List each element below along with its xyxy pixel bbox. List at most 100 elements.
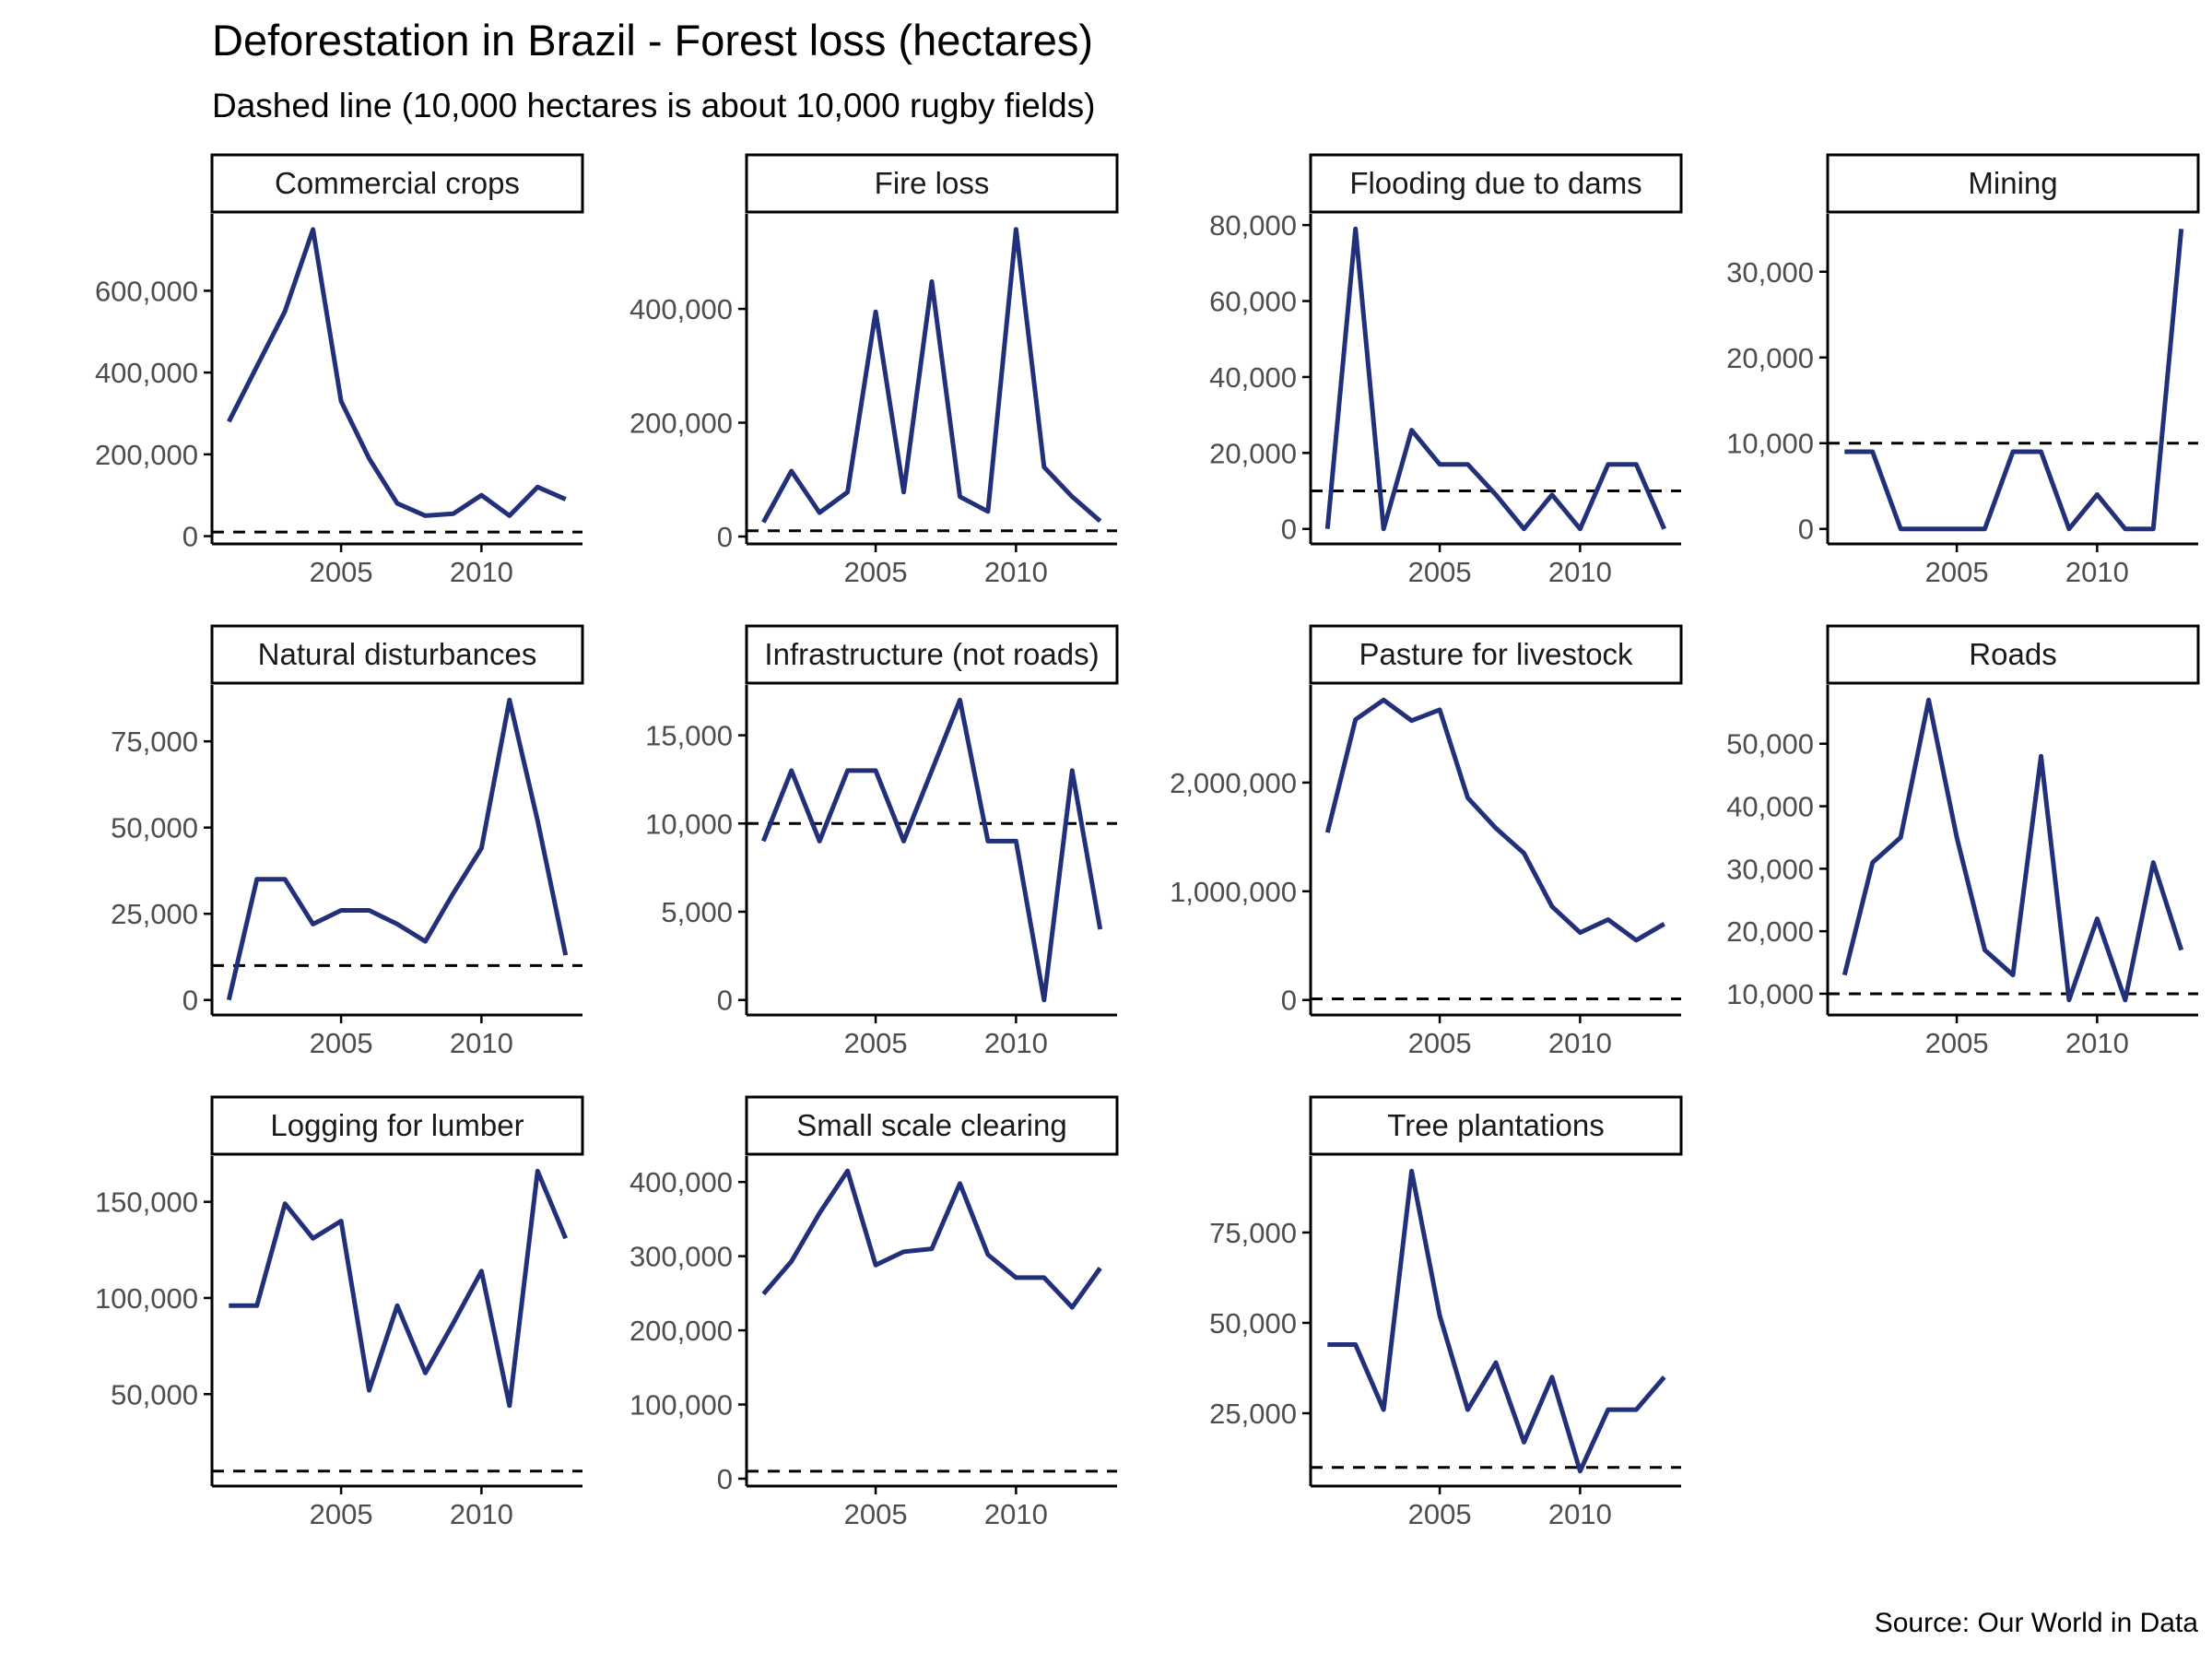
series-line-tree-plantations — [1327, 1168, 1666, 1474]
y-tick-label: 300,000 — [629, 1241, 733, 1273]
x-tick-label: 2005 — [1925, 556, 1989, 588]
data-point — [479, 493, 484, 498]
data-point — [1662, 922, 1666, 926]
data-point — [1070, 494, 1075, 499]
data-point — [1014, 839, 1018, 844]
y-tick-label: 50,000 — [1209, 1307, 1297, 1339]
data-point — [1382, 1408, 1386, 1412]
x-tick-label: 2005 — [844, 556, 908, 588]
data-point — [2011, 973, 2016, 977]
data-point — [818, 511, 822, 515]
data-point — [1465, 462, 1470, 466]
facet-strip — [745, 1095, 1119, 1156]
y-tick-label: 10,000 — [1726, 978, 1814, 1010]
x-tick-label: 2010 — [1548, 1498, 1612, 1530]
panel-natural-disturbances: Natural disturbances 0 25,000 50,000 75,000 2… — [111, 624, 584, 1059]
x-tick-label: 2005 — [310, 1498, 373, 1530]
data-point — [423, 513, 428, 518]
x-tick-label: 2005 — [310, 1027, 373, 1059]
data-point — [1842, 973, 1847, 977]
data-point — [1899, 835, 1903, 840]
facet-label: Commercial crops — [275, 166, 520, 200]
y-tick-label: 200,000 — [629, 1315, 733, 1347]
facet-strip — [745, 153, 1119, 214]
data-point — [395, 502, 400, 506]
facet-label: Pasture for livestock — [1359, 637, 1633, 671]
data-point — [2179, 948, 2183, 952]
data-point — [227, 1304, 231, 1308]
series-line-commercial-crops — [227, 227, 567, 518]
x-tick-label: 2010 — [2065, 556, 2129, 588]
data-point — [1606, 462, 1610, 466]
panel-logging-for-lumber: Logging for lumber 50,000 100,000 150,000 20… — [95, 1095, 584, 1530]
data-point — [1955, 835, 1959, 840]
x-tick-label: 2005 — [1925, 1027, 1989, 1059]
data-point — [339, 908, 344, 913]
y-tick-label: 75,000 — [1209, 1217, 1297, 1249]
facet-strip — [1309, 153, 1683, 214]
data-point — [1070, 1305, 1075, 1310]
data-point — [2066, 526, 2071, 531]
series-line-flooding-due-to-dams — [1324, 226, 1666, 532]
data-point — [451, 512, 455, 516]
data-point — [845, 490, 850, 494]
data-point — [2039, 450, 2043, 454]
data-point — [1409, 1169, 1414, 1174]
y-tick-label: 50,000 — [111, 1378, 198, 1410]
data-point — [1606, 1408, 1610, 1412]
data-point — [930, 768, 935, 773]
data-point — [479, 846, 484, 851]
y-tick-label: 20,000 — [1209, 437, 1297, 469]
x-tick-label: 2005 — [1408, 1027, 1472, 1059]
data-point — [818, 1210, 822, 1215]
data-point — [1549, 904, 1554, 909]
data-point — [1634, 1408, 1639, 1412]
data-point — [1353, 1342, 1358, 1347]
data-point — [1325, 526, 1330, 531]
data-point — [1014, 1275, 1018, 1280]
y-tick-label: 0 — [182, 985, 198, 1017]
data-point — [985, 839, 990, 844]
facet-label: Small scale clearing — [796, 1108, 1066, 1142]
series-line-logging-for-lumber — [229, 1168, 569, 1409]
data-point — [761, 520, 766, 525]
facet-strip — [210, 624, 584, 685]
data-point — [1578, 930, 1583, 935]
y-tick-label: 50,000 — [1726, 728, 1814, 761]
data-point — [423, 1371, 428, 1375]
series-line-pasture-for-livestock — [1324, 697, 1665, 943]
data-point — [1041, 997, 1046, 1002]
data-point — [2011, 450, 2016, 454]
data-point — [789, 468, 794, 473]
data-point — [451, 1321, 455, 1326]
data-point — [2123, 997, 2127, 1002]
series-line-roads — [1841, 697, 2184, 1003]
data-point — [1899, 526, 1903, 531]
y-tick-label: 1,000,000 — [1170, 876, 1297, 908]
y-tick-label: 50,000 — [111, 812, 198, 844]
panel-small-scale-clearing: Small scale clearing 0 100,000 200,000 300,0… — [629, 1095, 1119, 1530]
data-point — [901, 1249, 906, 1254]
data-point — [395, 922, 400, 926]
y-tick-label: 40,000 — [1209, 361, 1297, 394]
series-line-infrastructure-not-roads — [760, 697, 1103, 1003]
facet-label: Tree plantations — [1387, 1108, 1604, 1142]
y-tick-label: 100,000 — [629, 1389, 733, 1422]
y-tick-label: 600,000 — [95, 275, 198, 307]
chart-caption: Source: Our World in Data — [1875, 1608, 2199, 1638]
x-tick-label: 2010 — [984, 556, 1048, 588]
panel-roads: Roads 10,000 20,000 30,000 40,000 50,000 2005 2… — [1726, 624, 2200, 1059]
data-point — [1494, 1361, 1499, 1365]
data-point — [1325, 1342, 1330, 1347]
data-point — [1955, 526, 1959, 531]
data-point — [311, 922, 315, 926]
panel-commercial-crops: Commercial crops 0 200,000 400,000 600,000 20… — [95, 153, 584, 588]
data-point — [1522, 1440, 1526, 1445]
data-point — [930, 1246, 935, 1251]
data-point — [507, 1403, 512, 1408]
data-point — [1549, 1375, 1554, 1379]
facet-label: Fire loss — [875, 166, 990, 200]
data-point — [2123, 526, 2127, 531]
data-point — [958, 494, 962, 499]
y-tick-label: 0 — [1281, 513, 1297, 546]
